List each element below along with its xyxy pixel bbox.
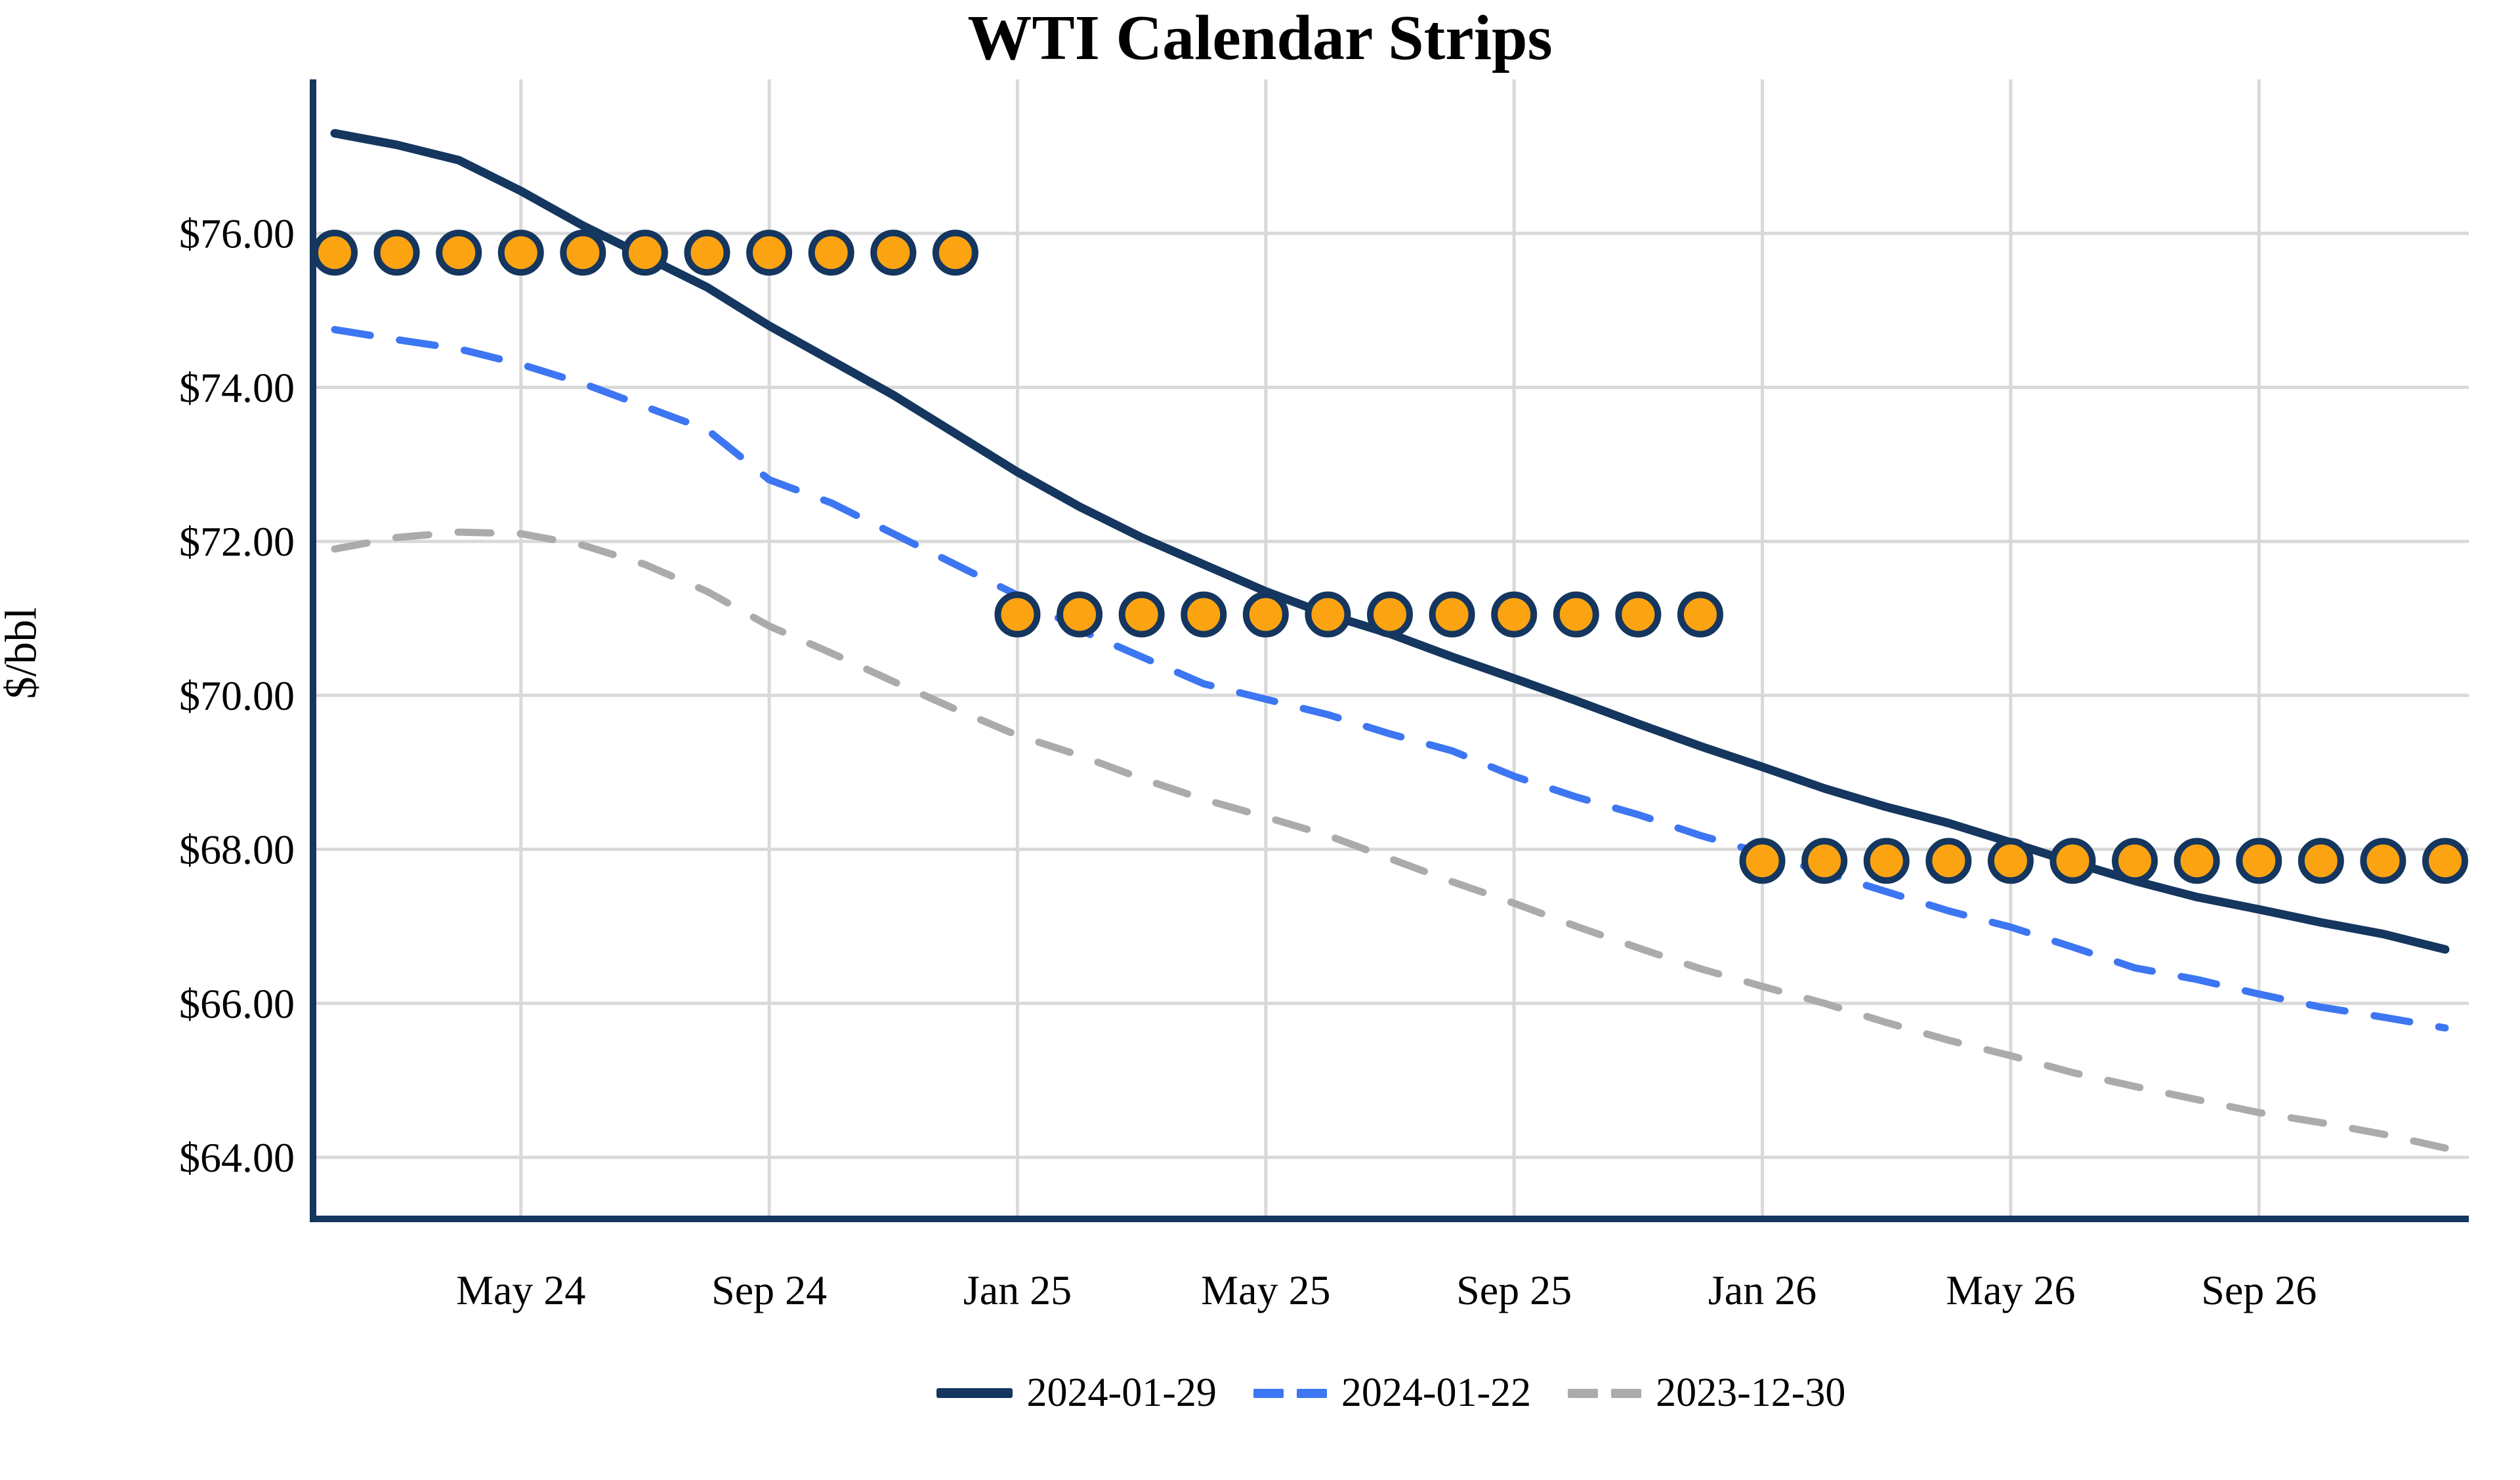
strip-marker xyxy=(436,230,482,276)
strip-marker xyxy=(2298,838,2344,884)
strip-marker xyxy=(621,230,668,276)
strip-marker xyxy=(2422,838,2468,884)
strip-marker xyxy=(560,230,606,276)
y-tick-label: $66.00 xyxy=(179,980,295,1027)
strip-marker xyxy=(1801,838,1848,884)
strip-marker xyxy=(1925,838,1972,884)
strip-marker xyxy=(746,230,793,276)
strip-marker xyxy=(1305,591,1351,638)
strip-marker xyxy=(1677,591,1723,638)
strip-marker xyxy=(373,230,420,276)
legend-item-2024-01-29: 2024-01-29 xyxy=(936,1370,1217,1416)
y-tick-label: $72.00 xyxy=(179,518,295,565)
strip-marker xyxy=(1242,591,1289,638)
x-tick-label: Jan 26 xyxy=(1708,1267,1816,1313)
x-tick-label: Sep 25 xyxy=(1456,1267,1572,1313)
strip-marker xyxy=(2360,838,2406,884)
dashed-line-swatch-icon xyxy=(1568,1388,1642,1398)
strip-marker xyxy=(312,230,358,276)
strip-marker xyxy=(1181,591,1227,638)
strip-marker xyxy=(1429,591,1475,638)
strip-marker xyxy=(1367,591,1413,638)
legend-item-2023-12-30: 2023-12-30 xyxy=(1568,1370,1845,1416)
strip-marker xyxy=(684,230,730,276)
legend-label: 2024-01-22 xyxy=(1341,1370,1532,1415)
x-tick-label: May 26 xyxy=(1946,1267,2075,1313)
y-tick-label: $70.00 xyxy=(179,672,295,719)
solid-line-swatch-icon xyxy=(936,1388,1013,1398)
strip-marker xyxy=(870,230,917,276)
x-tick-label: May 24 xyxy=(456,1267,585,1313)
strip-marker xyxy=(1118,591,1165,638)
strip-marker xyxy=(2174,838,2220,884)
strip-marker xyxy=(932,230,978,276)
legend-item-2024-01-22: 2024-01-22 xyxy=(1253,1370,1531,1416)
y-tick-label: $64.00 xyxy=(179,1134,295,1181)
strip-marker xyxy=(1987,838,2034,884)
chart-title: WTI Calendar Strips xyxy=(967,3,1553,73)
strip-marker xyxy=(1863,838,1910,884)
x-tick-label: Sep 24 xyxy=(711,1267,827,1313)
strip-marker xyxy=(2112,838,2158,884)
strip-marker xyxy=(1739,838,1786,884)
y-tick-label: $74.00 xyxy=(179,364,295,411)
series-line-2024-01-22 xyxy=(331,325,2449,1032)
strip-marker xyxy=(994,591,1041,638)
y-tick-label: $68.00 xyxy=(179,827,295,873)
strip-marker xyxy=(1615,591,1662,638)
x-tick-label: May 25 xyxy=(1201,1267,1330,1313)
strip-marker xyxy=(497,230,544,276)
strip-marker xyxy=(1553,591,1599,638)
strip-marker xyxy=(808,230,854,276)
strip-marker xyxy=(2236,838,2282,884)
strip-marker xyxy=(1057,591,1103,638)
x-tick-label: Jan 25 xyxy=(963,1267,1072,1313)
legend: 2024-01-29 2024-01-22 2023-12-30 xyxy=(313,1370,2469,1416)
dashed-line-swatch-icon xyxy=(1253,1388,1327,1398)
legend-label: 2024-01-29 xyxy=(1026,1370,1217,1415)
strip-marker xyxy=(1491,591,1538,638)
x-tick-label: Sep 26 xyxy=(2201,1267,2317,1313)
legend-label: 2023-12-30 xyxy=(1656,1370,1846,1415)
strip-marker xyxy=(2049,838,2096,884)
y-tick-label: $76.00 xyxy=(179,211,295,257)
